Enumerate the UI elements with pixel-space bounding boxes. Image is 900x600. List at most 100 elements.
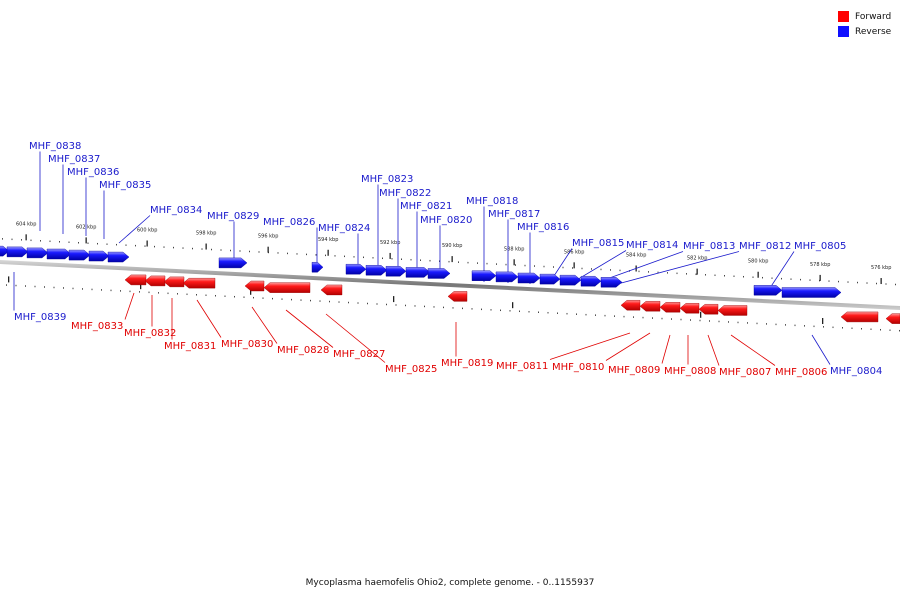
scale-dot	[129, 290, 131, 293]
scale-dot	[699, 319, 701, 322]
forward-gene[interactable]	[244, 280, 265, 292]
scale-dot	[215, 294, 216, 297]
gene-label[interactable]: MHF_0805	[794, 241, 846, 252]
gene-label[interactable]: MHF_0810	[552, 362, 604, 373]
gene-label[interactable]: MHF_0811	[496, 361, 548, 372]
reverse-gene[interactable]	[68, 249, 91, 261]
scale-dot	[21, 239, 22, 241]
gene-label[interactable]: MHF_0822	[379, 188, 431, 199]
forward-gene[interactable]	[163, 276, 185, 288]
forward-gene[interactable]	[447, 291, 468, 302]
gene-label[interactable]: MHF_0818	[466, 196, 518, 207]
reverse-gene[interactable]	[26, 247, 49, 259]
reverse-gene[interactable]	[218, 257, 248, 269]
reverse-gene[interactable]	[517, 272, 541, 284]
reverse-gene[interactable]	[781, 287, 842, 298]
reverse-gene[interactable]	[471, 270, 497, 281]
gene-label[interactable]: MHF_0832	[124, 328, 176, 339]
gene-label[interactable]: MHF_0834	[150, 205, 202, 216]
reverse-gene[interactable]	[107, 251, 130, 263]
forward-gene[interactable]	[717, 305, 748, 316]
reverse-gene[interactable]	[6, 246, 29, 258]
scale-dot	[657, 271, 659, 274]
reverse-gene[interactable]	[345, 263, 367, 275]
gene-label[interactable]: MHF_0812	[739, 241, 791, 252]
scale-dot	[581, 267, 583, 270]
scale-label: 596 kbp	[258, 234, 278, 240]
gene-label[interactable]: MHF_0816	[517, 222, 569, 233]
gene-label[interactable]: MHF_0815	[572, 238, 624, 249]
gene-label[interactable]: MHF_0839	[14, 312, 66, 323]
reverse-gene[interactable]	[311, 262, 324, 273]
gene-label[interactable]: MHF_0829	[207, 211, 259, 222]
reverse-gene[interactable]	[539, 273, 561, 285]
reverse-gene[interactable]	[753, 285, 783, 296]
gene-label[interactable]: MHF_0828	[277, 345, 329, 356]
gene-label[interactable]: MHF_0826	[263, 217, 315, 228]
reverse-gene[interactable]	[365, 265, 388, 276]
scale-dot	[804, 325, 805, 327]
reverse-gene[interactable]	[559, 274, 582, 286]
gene-label[interactable]: MHF_0825	[385, 364, 437, 375]
gene-label[interactable]: MHF_0824	[318, 223, 370, 234]
scale-dot	[401, 258, 402, 260]
label-leader	[730, 334, 776, 366]
gene-label[interactable]: MHF_0823	[361, 174, 413, 185]
scale-tick	[267, 246, 269, 253]
gene-label[interactable]: MHF_0835	[99, 180, 151, 191]
gene-label[interactable]: MHF_0817	[488, 209, 540, 220]
gene-label[interactable]: MHF_0821	[400, 201, 452, 212]
reverse-gene[interactable]	[580, 276, 602, 287]
gene-label[interactable]: MHF_0808	[664, 366, 716, 377]
forward-gene[interactable]	[320, 284, 343, 296]
gene-label[interactable]: MHF_0807	[719, 367, 771, 378]
gene-label[interactable]: MHF_0836	[67, 167, 119, 178]
gene-label[interactable]: MHF_0837	[48, 154, 100, 165]
reverse-gene[interactable]	[427, 268, 451, 279]
forward-gene[interactable]	[885, 313, 900, 324]
forward-gene[interactable]	[698, 304, 719, 315]
gene-label[interactable]: MHF_0809	[608, 365, 660, 376]
gene-label[interactable]: MHF_0813	[683, 241, 735, 252]
gene-label[interactable]: MHF_0806	[775, 367, 827, 378]
scale-dot	[262, 297, 264, 299]
scale-dot	[116, 243, 117, 246]
reverse-gene[interactable]	[0, 245, 10, 257]
forward-gene[interactable]	[639, 301, 661, 312]
gene-label[interactable]: MHF_0833	[71, 321, 123, 332]
reverse-gene[interactable]	[88, 250, 110, 262]
forward-gene[interactable]	[679, 303, 700, 314]
forward-gene[interactable]	[840, 311, 879, 323]
label-leader	[285, 309, 334, 348]
gene-label[interactable]: MHF_0804	[830, 366, 882, 377]
gene-label[interactable]: MHF_0819	[441, 358, 493, 369]
forward-gene[interactable]	[659, 302, 681, 313]
scale-dot	[572, 267, 573, 269]
gene-label[interactable]: MHF_0827	[333, 349, 385, 360]
forward-gene[interactable]	[124, 274, 147, 286]
forward-gene[interactable]	[263, 282, 311, 293]
reverse-gene[interactable]	[405, 267, 431, 278]
gene-label[interactable]: MHF_0831	[164, 341, 216, 352]
scale-dot	[272, 297, 273, 300]
gene-label[interactable]: MHF_0820	[420, 215, 472, 226]
forward-gene[interactable]	[620, 300, 641, 311]
gene-label[interactable]: MHF_0838	[29, 141, 81, 152]
scale-dot	[591, 268, 592, 270]
reverse-gene[interactable]	[46, 248, 72, 260]
forward-gene[interactable]	[144, 275, 166, 287]
reverse-gene[interactable]	[600, 277, 623, 288]
gene-label[interactable]: MHF_0830	[221, 339, 273, 350]
scale-dot	[737, 321, 739, 324]
forward-gene[interactable]	[182, 277, 216, 289]
reverse-gene[interactable]	[495, 271, 519, 283]
scale-dot	[68, 241, 70, 244]
scale-dot	[790, 278, 792, 280]
scale-dot	[614, 315, 615, 317]
scale-dot	[743, 275, 744, 278]
reverse-gene[interactable]	[385, 266, 407, 277]
scale-tick	[513, 259, 515, 266]
scale-dot	[357, 302, 359, 304]
gene-label[interactable]: MHF_0814	[626, 240, 678, 251]
scale-dot	[576, 313, 577, 315]
